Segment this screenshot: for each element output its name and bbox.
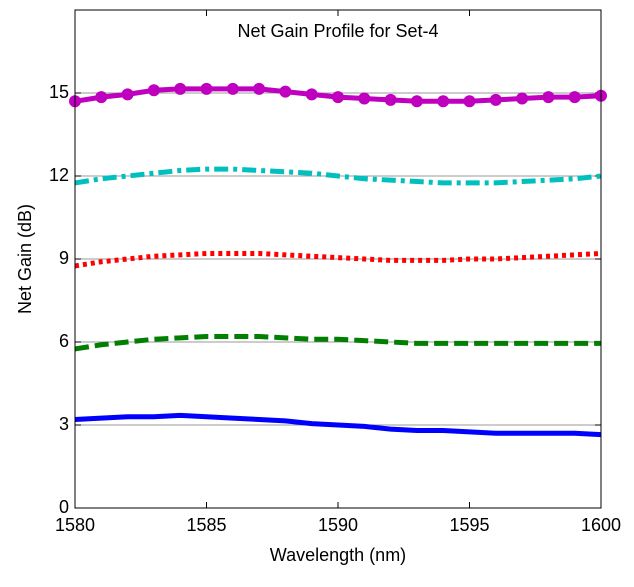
marker [384, 93, 397, 106]
y-axis-label: Net Gain (dB) [15, 204, 35, 314]
x-tick-label: 1590 [318, 515, 358, 535]
chart-title: Net Gain Profile for Set-4 [237, 21, 438, 41]
x-tick-label: 1600 [581, 515, 621, 535]
marker [542, 91, 555, 104]
marker [147, 84, 160, 97]
marker [568, 91, 581, 104]
x-tick-label: 1595 [449, 515, 489, 535]
marker [279, 85, 292, 98]
series-line [74, 333, 601, 352]
y-tick-label: 6 [59, 331, 69, 351]
series-line [74, 412, 602, 438]
y-tick-label: 9 [59, 248, 69, 268]
x-tick-label: 1585 [186, 515, 226, 535]
y-tick-label: 12 [49, 165, 69, 185]
marker [463, 95, 476, 108]
x-tick-label: 1580 [55, 515, 95, 535]
marker [174, 82, 187, 95]
axes-box [74, 9, 602, 509]
marker [489, 93, 502, 106]
marker [121, 88, 134, 101]
marker [410, 95, 423, 108]
marker [226, 82, 239, 95]
marker [305, 88, 318, 101]
y-tick-label: 15 [49, 82, 69, 102]
y-tick-label: 3 [59, 414, 69, 434]
marker [437, 95, 450, 108]
marker [95, 91, 108, 104]
series-line [74, 250, 602, 269]
marker [332, 91, 344, 104]
series-line [74, 166, 602, 186]
marker [200, 82, 213, 95]
marker [358, 92, 371, 105]
y-tick-label: 0 [59, 497, 69, 517]
x-axis-label: Wavelength (nm) [270, 545, 406, 565]
marker [516, 92, 529, 105]
marker [253, 82, 266, 95]
